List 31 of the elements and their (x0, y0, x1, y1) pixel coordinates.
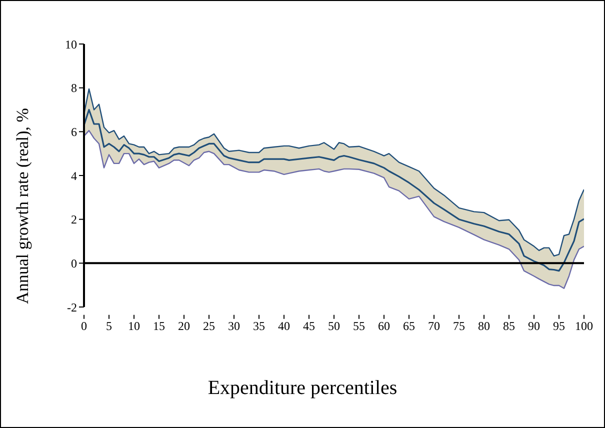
x-tick-label: 30 (228, 318, 240, 333)
x-axis-title: Expenditure percentiles (206, 377, 398, 400)
x-tick-label: 95 (553, 318, 565, 333)
y-tick-label: 10 (65, 37, 77, 52)
x-tick-label: 75 (453, 318, 465, 333)
x-tick-label: 10 (128, 318, 140, 333)
line-series (84, 88, 584, 257)
x-tick-label: 40 (278, 318, 290, 333)
y-tick-label: 8 (71, 81, 77, 96)
y-tick-label: 6 (71, 124, 77, 139)
x-tick-label: 25 (203, 318, 215, 333)
x-tick-label: 60 (378, 318, 390, 333)
x-tick-label: 0 (81, 318, 87, 333)
x-tick-label: 65 (403, 318, 415, 333)
x-tick-label: 90 (528, 318, 540, 333)
y-axis-title: Annual growth rate (real), % (13, 108, 33, 304)
x-tick-label: 85 (503, 318, 515, 333)
x-tick-label: 50 (328, 318, 340, 333)
x-tick-label: 5 (106, 318, 112, 333)
y-tick-label: 0 (71, 256, 77, 270)
x-tick-label: 20 (178, 318, 190, 333)
x-tick-label: 100 (575, 318, 593, 333)
x-tick-label: 35 (253, 318, 265, 333)
x-tick-label: 80 (478, 318, 490, 333)
x-tick-label: 55 (353, 318, 365, 333)
y-tick-label: 4 (71, 168, 77, 183)
x-tick-label: 15 (153, 318, 165, 333)
x-tick-label: 45 (303, 318, 315, 333)
y-tick-label: 2 (71, 212, 77, 227)
y-tick-label: -2 (67, 300, 77, 314)
x-tick-label: 70 (428, 318, 440, 333)
